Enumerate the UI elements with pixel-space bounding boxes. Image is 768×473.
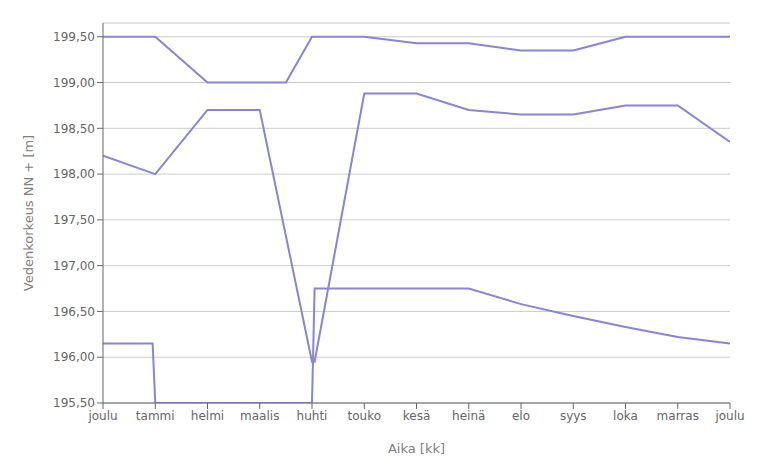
svg-text:joulu: joulu <box>87 409 117 423</box>
svg-text:Vedenkorkeus NN + [m]: Vedenkorkeus NN + [m] <box>21 135 36 291</box>
svg-text:maalis: maalis <box>240 409 279 423</box>
svg-text:marras: marras <box>657 409 699 423</box>
svg-text:197,50: 197,50 <box>53 213 95 227</box>
svg-text:kesä: kesä <box>403 409 431 423</box>
svg-text:tammi: tammi <box>136 409 175 423</box>
svg-text:elo: elo <box>512 409 530 423</box>
svg-text:195,50: 195,50 <box>53 396 95 410</box>
svg-text:touko: touko <box>347 409 381 423</box>
svg-text:huhti: huhti <box>297 409 328 423</box>
svg-text:196,50: 196,50 <box>53 305 95 319</box>
svg-text:196,00: 196,00 <box>53 350 95 364</box>
svg-text:syys: syys <box>560 409 587 423</box>
svg-text:helmi: helmi <box>191 409 224 423</box>
svg-text:joulu: joulu <box>714 409 744 423</box>
svg-text:199,00: 199,00 <box>53 76 95 90</box>
svg-text:197,00: 197,00 <box>53 259 95 273</box>
svg-text:198,50: 198,50 <box>53 122 95 136</box>
svg-text:198,00: 198,00 <box>53 167 95 181</box>
svg-text:199,50: 199,50 <box>53 30 95 44</box>
svg-text:Aika [kk]: Aika [kk] <box>388 441 445 456</box>
svg-text:heinä: heinä <box>452 409 485 423</box>
svg-text:loka: loka <box>613 409 638 423</box>
